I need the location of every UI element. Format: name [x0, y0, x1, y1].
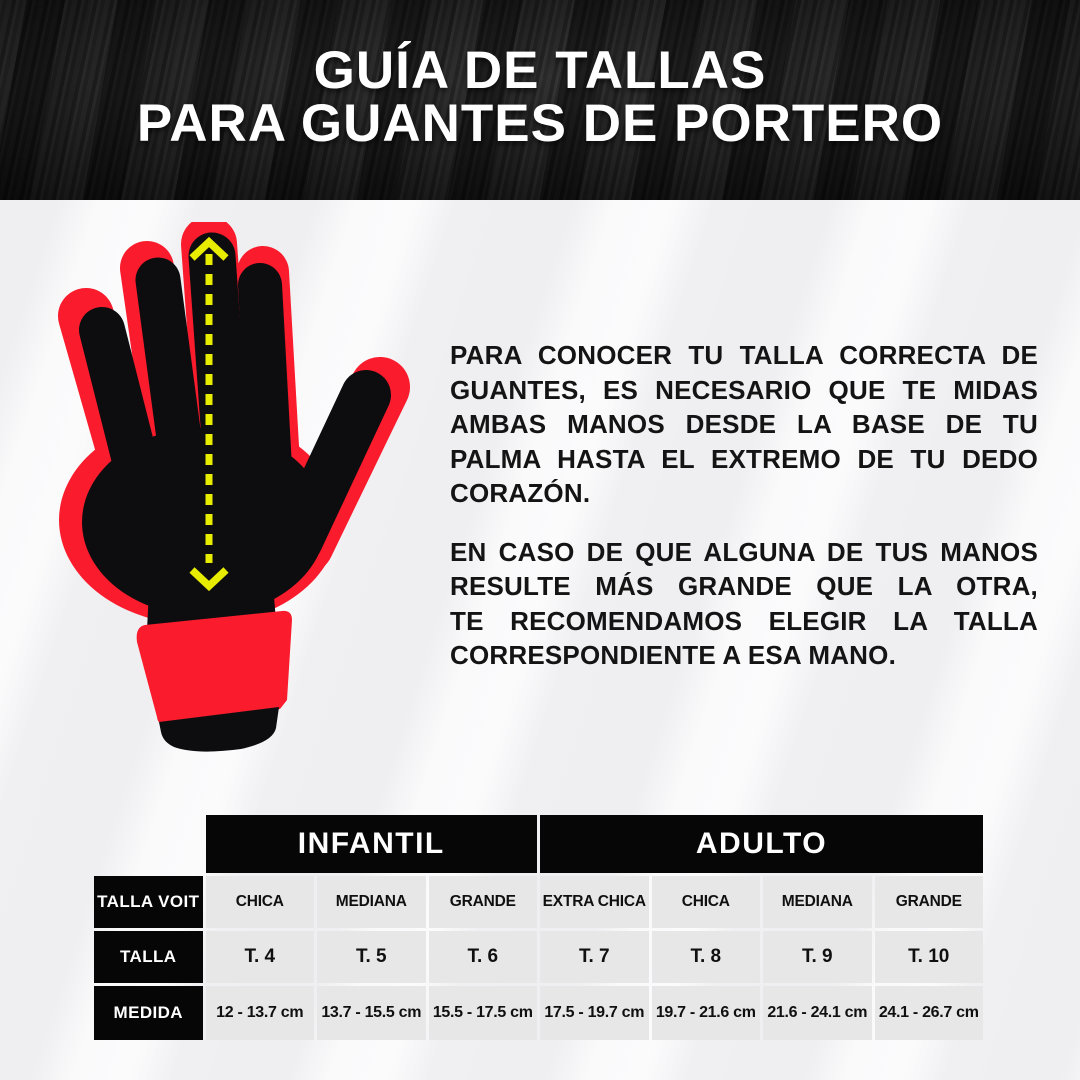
paragraph1-line: AMBAS MANOS DESDE LA BASE DE TU	[450, 409, 1038, 439]
table-cell: 19.7 - 21.6 cm	[651, 986, 760, 1040]
table-cell: T. 5	[317, 931, 426, 983]
row-label-talla-voit: TALLA VOIT	[94, 876, 203, 928]
table-cell: T. 8	[651, 931, 760, 983]
paragraph2-line: TE RECOMENDAMOS ELEGIR LA TALLA	[450, 605, 1038, 636]
table-cell: T. 7	[540, 931, 649, 983]
header-banner: GUÍA DE TALLAS PARA GUANTES DE PORTERO	[0, 0, 1080, 200]
measure-arrow-icon	[189, 236, 229, 592]
table-corner-spacer	[94, 815, 203, 873]
table-cell: EXTRA CHICA	[540, 876, 649, 928]
table-cell: 13.7 - 15.5 cm	[317, 986, 426, 1040]
row-label-medida: MEDIDA	[94, 986, 203, 1040]
instruction-paragraph-2: EN CASO DE QUE ALGUNA DE TUS MANOS RESUL…	[450, 535, 1038, 673]
table-cell: T. 9	[763, 931, 872, 983]
table-cell: GRANDE	[874, 876, 983, 928]
table-cell: CHICA	[205, 876, 314, 928]
page-title-line2: PARA GUANTES DE PORTERO	[136, 94, 944, 153]
paragraph2-line: EN CASO DE QUE ALGUNA DE TUS MANOS	[450, 536, 1038, 567]
table-cell: 15.5 - 17.5 cm	[428, 986, 537, 1040]
table-cell: MEDIANA	[763, 876, 872, 928]
section-header-adulto: ADULTO	[540, 815, 983, 873]
paragraph2-line: RESULTE MÁS GRANDE QUE LA OTRA,	[450, 571, 1038, 601]
table-cell: 12 - 13.7 cm	[205, 986, 314, 1040]
paragraph2-line: CORRESPONDIENTE A ESA MANO.	[450, 640, 896, 670]
table-cell: T. 6	[428, 931, 537, 983]
paragraph1-line: GUANTES, ES NECESARIO QUE TE MIDAS	[450, 374, 1038, 405]
paragraph1-line: PARA CONOCER TU TALLA CORRECTA DE	[450, 340, 1038, 370]
table-cell: 17.5 - 19.7 cm	[540, 986, 649, 1040]
section-header-infantil: INFANTIL	[205, 815, 537, 873]
table-cell: MEDIANA	[317, 876, 426, 928]
row-label-talla: TALLA	[94, 931, 203, 983]
instruction-paragraph-1: PARA CONOCER TU TALLA CORRECTA DE GUANTE…	[450, 338, 1038, 511]
table-cell: CHICA	[651, 876, 760, 928]
goalkeeper-glove-illustration	[36, 216, 431, 767]
table-cell: 21.6 - 24.1 cm	[763, 986, 872, 1040]
instructions-text: PARA CONOCER TU TALLA CORRECTA DE GUANTE…	[450, 338, 1038, 697]
table-cell: T. 10	[874, 931, 983, 983]
page-title: GUÍA DE TALLAS PARA GUANTES DE PORTERO	[0, 0, 1080, 150]
table-cell: T. 4	[205, 931, 314, 983]
paragraph1-line: CORAZÓN.	[450, 478, 591, 508]
paragraph1-line: PALMA HASTA EL EXTREMO DE TU DEDO	[450, 443, 1038, 474]
size-table: INFANTIL ADULTO TALLA VOIT CHICA MEDIANA…	[94, 815, 983, 1040]
page-title-line1: GUÍA DE TALLAS	[313, 41, 767, 100]
glove-graphic	[58, 216, 410, 752]
table-cell: GRANDE	[428, 876, 537, 928]
table-cell: 24.1 - 26.7 cm	[874, 986, 983, 1040]
